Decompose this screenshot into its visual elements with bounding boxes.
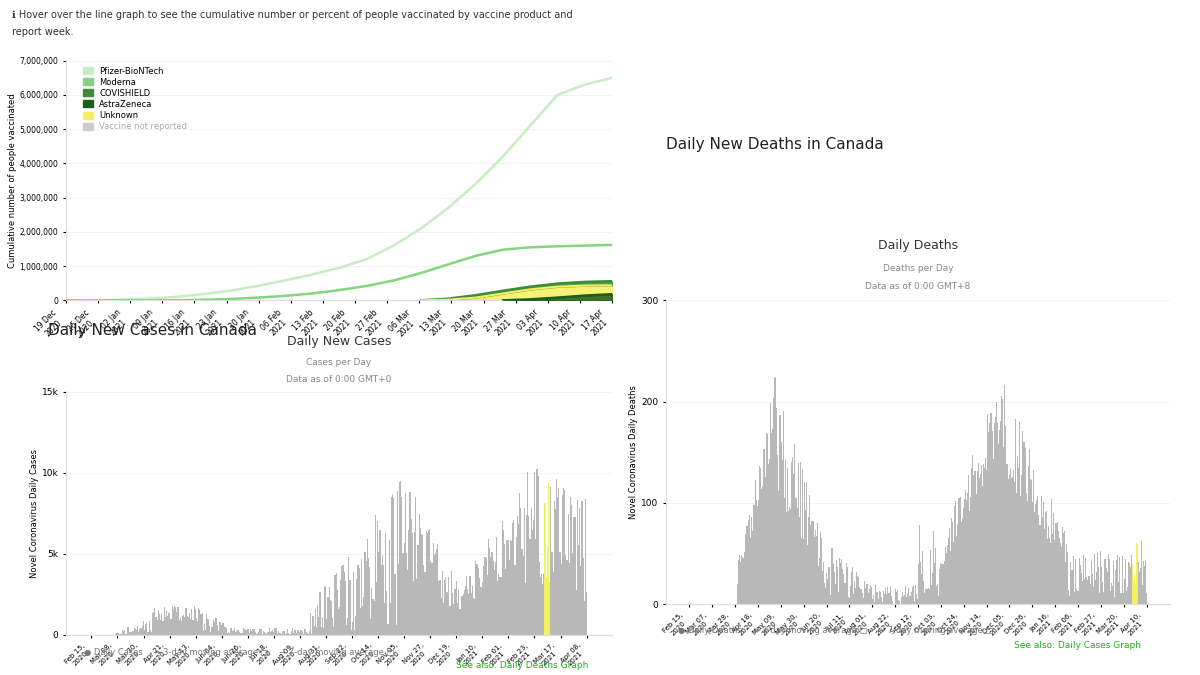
Text: ℹ Hover over the line graph to see the cumulative number or percent of people va: ℹ Hover over the line graph to see the c… (12, 10, 572, 20)
Text: Deaths per Day: Deaths per Day (883, 264, 953, 273)
Y-axis label: Cumulative number of people vaccinated: Cumulative number of people vaccinated (7, 93, 17, 268)
Text: Daily New Cases: Daily New Cases (287, 335, 391, 348)
Y-axis label: Novel Coronavirus Daily Cases: Novel Coronavirus Daily Cases (30, 448, 38, 578)
Text: Daily New Cases in Canada: Daily New Cases in Canada (48, 323, 257, 338)
Text: See also: Daily Deaths Graph: See also: Daily Deaths Graph (456, 662, 588, 670)
Text: Data as of 0:00 GMT+0: Data as of 0:00 GMT+0 (287, 375, 391, 384)
Text: Cases per Day: Cases per Day (306, 358, 372, 367)
Text: ● Daily Deaths    → 3-day moving average □    → 7-day moving average □: ● Daily Deaths → 3-day moving average □ … (678, 626, 994, 635)
Legend: Pfizer-BioNTech, Moderna, COVISHIELD, AstraZeneca, Unknown, Vaccine not reported: Pfizer-BioNTech, Moderna, COVISHIELD, As… (82, 65, 190, 133)
Y-axis label: Novel Coronavirus Daily Deaths: Novel Coronavirus Daily Deaths (629, 385, 638, 519)
Text: Data as of 0:00 GMT+8: Data as of 0:00 GMT+8 (865, 282, 971, 291)
Text: See also: Daily Cases Graph: See also: Daily Cases Graph (1014, 641, 1141, 650)
Text: Daily Deaths: Daily Deaths (878, 239, 958, 252)
Text: ● Daily Cases    → 3-day moving average □    → 7-day moving average □: ● Daily Cases → 3-day moving average □ →… (84, 648, 395, 657)
Text: Daily New Deaths in Canada: Daily New Deaths in Canada (666, 137, 883, 152)
Text: report week.: report week. (12, 27, 73, 37)
